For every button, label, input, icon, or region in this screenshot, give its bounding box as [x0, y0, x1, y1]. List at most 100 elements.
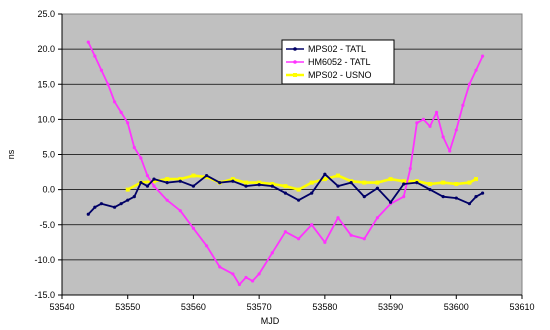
x-tick-label: 53560 [181, 302, 206, 312]
data-point [237, 282, 242, 287]
y-axis-title: ns [6, 149, 16, 159]
data-point [132, 195, 136, 199]
data-point [165, 177, 170, 182]
data-point [441, 195, 445, 199]
y-tick-label: 10.0 [37, 114, 55, 124]
data-point [454, 196, 458, 200]
data-point [336, 184, 340, 188]
data-point [375, 180, 380, 185]
series-mps02-usno [125, 173, 478, 192]
series-mps02-usno-line [127, 174, 477, 191]
data-point [454, 128, 458, 132]
y-tick-label: 5.0 [42, 150, 55, 160]
data-point [145, 184, 150, 188]
data-point [474, 177, 478, 182]
data-point [86, 212, 90, 216]
data-point [388, 200, 393, 204]
data-point [139, 181, 143, 185]
data-point [402, 195, 406, 199]
legend-swatch-marker [293, 60, 297, 64]
data-point [480, 191, 485, 195]
legend-entry: HM6052 - TATL [308, 57, 371, 67]
series-mps02-tatl [86, 172, 485, 216]
x-axis-title: MJD [261, 316, 280, 326]
legend-entry: MPS02 - TATL [308, 44, 366, 54]
data-point [119, 202, 123, 206]
data-point [218, 181, 222, 185]
data-point [362, 195, 366, 199]
legend-entry: MPS02 - USNO [308, 70, 372, 80]
data-point [434, 110, 439, 114]
data-point [112, 100, 117, 104]
data-point [467, 202, 472, 206]
data-point [402, 182, 406, 186]
data-point [421, 117, 426, 121]
data-point [336, 216, 340, 220]
data-point [467, 82, 472, 86]
data-point [323, 240, 327, 244]
data-point [428, 124, 432, 128]
data-point [448, 149, 452, 153]
x-tick-label: 53580 [312, 302, 337, 312]
data-point [99, 202, 104, 206]
data-point [362, 237, 366, 241]
data-point [106, 82, 110, 86]
data-point [178, 179, 182, 183]
data-point [310, 191, 314, 195]
x-tick-label: 53540 [49, 302, 74, 312]
data-point [415, 121, 419, 125]
data-point [139, 156, 143, 160]
data-point [165, 198, 169, 202]
data-point [323, 172, 327, 176]
data-point [152, 179, 156, 184]
data-point [99, 68, 104, 72]
data-point [191, 184, 196, 188]
data-point [244, 184, 248, 188]
data-point [119, 110, 123, 114]
x-tick-label: 53550 [115, 302, 140, 312]
y-tick-label: 15.0 [37, 79, 55, 89]
data-point [204, 244, 209, 248]
data-point [244, 275, 248, 280]
data-point [244, 180, 248, 185]
data-point [310, 223, 314, 227]
series-group [86, 40, 485, 287]
legend-swatch-marker [293, 47, 297, 51]
y-tick-label: 25.0 [37, 9, 55, 19]
x-tick-label: 53600 [444, 302, 469, 312]
data-point [388, 177, 393, 182]
data-point [270, 251, 274, 255]
data-point [296, 237, 301, 241]
data-point [93, 205, 97, 209]
y-tick-label: 0.0 [42, 185, 55, 195]
data-point [336, 173, 340, 178]
data-point [132, 145, 136, 150]
data-point [152, 184, 156, 188]
data-point [309, 180, 314, 185]
x-tick-label: 53590 [378, 302, 403, 312]
series-hm6052-tatl-line [87, 41, 484, 286]
y-tick-label: -10.0 [34, 255, 55, 265]
x-tick-label: 53570 [247, 302, 272, 312]
data-point [270, 184, 274, 188]
data-point [454, 182, 459, 187]
data-point [480, 54, 485, 58]
data-point [349, 181, 353, 185]
data-point [257, 183, 261, 187]
data-point [474, 68, 478, 72]
axes-group: -15.0 -10.0 -5.0 0.0 5.0 10.0 15.0 20.0 25.0 5354… [6, 9, 535, 326]
data-point [375, 216, 380, 220]
data-point [474, 195, 478, 199]
legend-swatch-marker [293, 73, 297, 77]
data-point [349, 233, 353, 237]
data-point [126, 121, 130, 125]
data-point [191, 226, 196, 230]
x-tick-label: 53610 [509, 302, 534, 312]
data-point [257, 180, 262, 185]
data-point [415, 181, 419, 185]
data-point [296, 198, 301, 202]
y-tick-label: 20.0 [37, 44, 55, 54]
data-point [218, 265, 222, 269]
data-point [428, 188, 432, 192]
